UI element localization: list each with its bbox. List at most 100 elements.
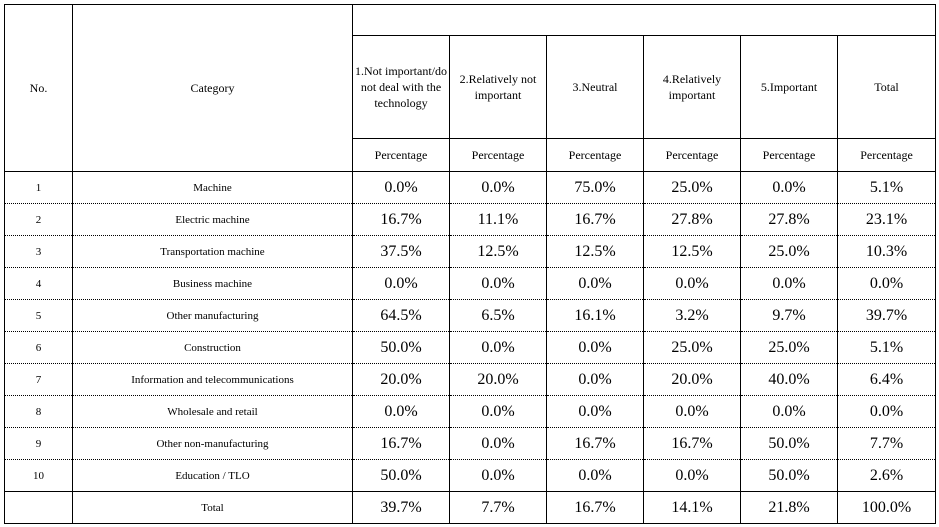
row-number: 2 — [4, 203, 73, 236]
value-cell: 10.3% — [837, 235, 937, 268]
header-percentage: Percentage — [643, 138, 741, 172]
value-cell: 5.1% — [837, 171, 937, 204]
value-cell: 12.5% — [449, 235, 547, 268]
value-cell: 12.5% — [546, 235, 644, 268]
row-category: Construction — [72, 331, 353, 364]
header-col-2: 2.Relatively not important — [449, 35, 547, 139]
table-row: 3 Transportation machine 37.5% 12.5% 12.5% 12… — [4, 235, 937, 268]
value-cell: 0.0% — [643, 395, 741, 428]
header-percentage: Percentage — [449, 138, 547, 172]
value-cell: 20.0% — [643, 363, 741, 396]
total-value-cell: 16.7% — [546, 491, 644, 524]
row-category: Other non-manufacturing — [72, 427, 353, 460]
value-cell: 0.0% — [740, 171, 838, 204]
value-cell: 20.0% — [449, 363, 547, 396]
header-no: No. — [4, 4, 73, 172]
value-cell: 50.0% — [740, 459, 838, 492]
table-row: 4 Business machine 0.0% 0.0% 0.0% 0.0% 0.0% 0.0… — [4, 267, 937, 300]
value-cell: 0.0% — [546, 331, 644, 364]
table-row: 6 Construction 50.0% 0.0% 0.0% 25.0% 25.0% 5.1% — [4, 331, 937, 364]
value-cell: 64.5% — [352, 299, 450, 332]
value-cell: 0.0% — [837, 267, 937, 300]
value-cell: 0.0% — [449, 427, 547, 460]
header-percentage: Percentage — [836, 138, 937, 172]
total-label: Total — [72, 491, 353, 524]
row-number: 7 — [4, 363, 73, 396]
value-cell: 0.0% — [740, 395, 838, 428]
value-cell: 50.0% — [352, 459, 450, 492]
value-cell: 2.6% — [837, 459, 937, 492]
table-row: 8 Wholesale and retail 0.0% 0.0% 0.0% 0.0% 0.0… — [4, 395, 937, 428]
total-value-cell: 14.1% — [643, 491, 741, 524]
value-cell: 25.0% — [643, 171, 741, 204]
row-number: 6 — [4, 331, 73, 364]
value-cell: 0.0% — [449, 459, 547, 492]
row-category: Machine — [72, 171, 353, 204]
row-category: Information and telecommunications — [72, 363, 353, 396]
value-cell: 16.7% — [352, 427, 450, 460]
value-cell: 0.0% — [546, 363, 644, 396]
value-cell: 39.7% — [837, 299, 937, 332]
table-row: 1 Machine 0.0% 0.0% 75.0% 25.0% 0.0% 5.1% — [4, 171, 937, 204]
value-cell: 9.7% — [740, 299, 838, 332]
header-col-5: 5.Important — [740, 35, 838, 139]
value-cell: 16.7% — [352, 203, 450, 236]
row-number: 9 — [4, 427, 73, 460]
header-col-1: 1.Not important/do not deal with the tec… — [352, 35, 450, 139]
row-number: 10 — [4, 459, 73, 492]
value-cell: 0.0% — [352, 267, 450, 300]
total-value-cell: 39.7% — [352, 491, 450, 524]
header-percentage: Percentage — [352, 138, 450, 172]
row-category: Business machine — [72, 267, 353, 300]
value-cell: 0.0% — [546, 267, 644, 300]
row-category: Other manufacturing — [72, 299, 353, 332]
table-row: 7 Information and telecommunications 20.0%… — [4, 363, 937, 396]
row-number: 8 — [4, 395, 73, 428]
total-value-cell: 7.7% — [449, 491, 547, 524]
value-cell: 3.2% — [643, 299, 741, 332]
value-cell: 0.0% — [352, 171, 450, 204]
row-number: 5 — [4, 299, 73, 332]
row-category: Electric machine — [72, 203, 353, 236]
value-cell: 0.0% — [449, 331, 547, 364]
value-cell: 6.4% — [837, 363, 937, 396]
value-cell: 27.8% — [740, 203, 838, 236]
value-cell: 20.0% — [352, 363, 450, 396]
row-number: 3 — [4, 235, 73, 268]
value-cell: 0.0% — [740, 267, 838, 300]
total-row: Total 39.7% 7.7% 16.7% 14.1% 21.8% 100.0% — [4, 491, 937, 524]
table-row: 10 Education / TLO 50.0% 0.0% 0.0% 0.0% 50.0% 2… — [4, 459, 937, 492]
value-cell: 25.0% — [740, 235, 838, 268]
header-col-total: Total — [836, 35, 937, 139]
value-cell: 25.0% — [740, 331, 838, 364]
value-cell: 27.8% — [643, 203, 741, 236]
table-row: 5 Other manufacturing 64.5% 6.5% 16.1% 3.2% 9.… — [4, 299, 937, 332]
row-category: Transportation machine — [72, 235, 353, 268]
value-cell: 16.7% — [643, 427, 741, 460]
value-cell: 6.5% — [449, 299, 547, 332]
value-cell: 0.0% — [643, 267, 741, 300]
value-cell: 50.0% — [352, 331, 450, 364]
row-number: 1 — [4, 171, 73, 204]
value-cell: 25.0% — [643, 331, 741, 364]
header-col-4: 4.Relatively important — [643, 35, 741, 139]
header-blank — [351, 4, 937, 36]
row-category: Education / TLO — [72, 459, 353, 492]
value-cell: 0.0% — [546, 459, 644, 492]
row-number: 4 — [4, 267, 73, 300]
value-cell: 7.7% — [837, 427, 937, 460]
value-cell: 0.0% — [643, 459, 741, 492]
survey-table: No. Category 1.Not important/do not deal… — [4, 4, 937, 524]
value-cell: 75.0% — [546, 171, 644, 204]
total-value-cell: 21.8% — [740, 491, 838, 524]
value-cell: 0.0% — [449, 267, 547, 300]
value-cell: 5.1% — [837, 331, 937, 364]
value-cell: 0.0% — [449, 395, 547, 428]
value-cell: 0.0% — [449, 171, 547, 204]
value-cell: 37.5% — [352, 235, 450, 268]
value-cell: 16.7% — [546, 203, 644, 236]
row-category: Wholesale and retail — [72, 395, 353, 428]
value-cell: 0.0% — [352, 395, 450, 428]
value-cell: 0.0% — [837, 395, 937, 428]
value-cell: 0.0% — [546, 395, 644, 428]
